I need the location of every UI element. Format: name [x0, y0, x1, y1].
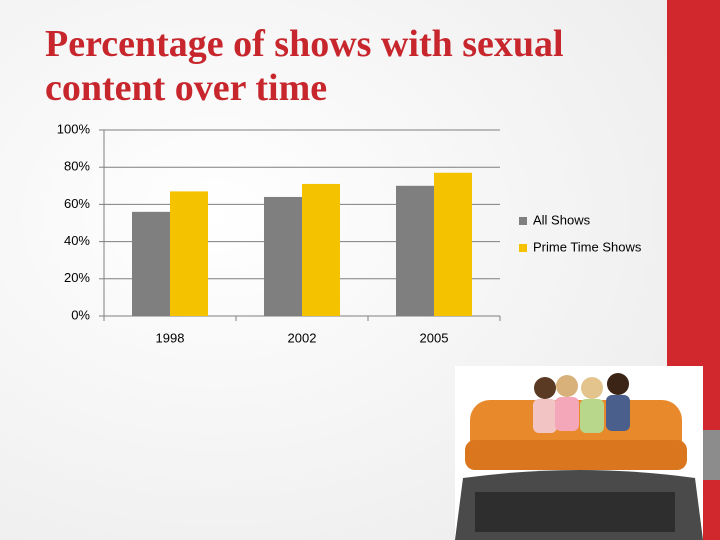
- slide-title: Percentage of shows with sexual content …: [45, 23, 564, 109]
- x-tick-label: 2002: [288, 330, 317, 345]
- kid: [533, 399, 557, 433]
- couch-seat: [465, 440, 687, 470]
- y-tick-label: 100%: [57, 121, 91, 136]
- side-accent: [703, 430, 720, 480]
- bar: [132, 211, 170, 316]
- y-tick-label: 0%: [71, 307, 90, 322]
- kid: [580, 399, 604, 433]
- kid: [555, 397, 579, 431]
- y-tick-label: 60%: [64, 196, 90, 211]
- photo: [455, 366, 703, 540]
- kid: [534, 377, 556, 399]
- bar: [302, 183, 340, 316]
- legend-label: All Shows: [533, 212, 591, 227]
- x-tick-label: 1998: [156, 330, 185, 345]
- x-tick-label: 2005: [420, 330, 449, 345]
- tv-front: [475, 492, 675, 532]
- kid: [581, 377, 603, 399]
- kid: [606, 395, 630, 431]
- legend-swatch: [519, 217, 527, 225]
- bar: [434, 172, 472, 316]
- kid: [607, 373, 629, 395]
- y-tick-label: 40%: [64, 233, 90, 248]
- bar: [264, 196, 302, 316]
- legend-label: Prime Time Shows: [533, 239, 642, 254]
- legend-swatch: [519, 244, 527, 252]
- bar: [396, 185, 434, 316]
- kid: [556, 375, 578, 397]
- bar: [170, 191, 208, 316]
- y-tick-label: 20%: [64, 270, 90, 285]
- y-tick-label: 80%: [64, 159, 90, 174]
